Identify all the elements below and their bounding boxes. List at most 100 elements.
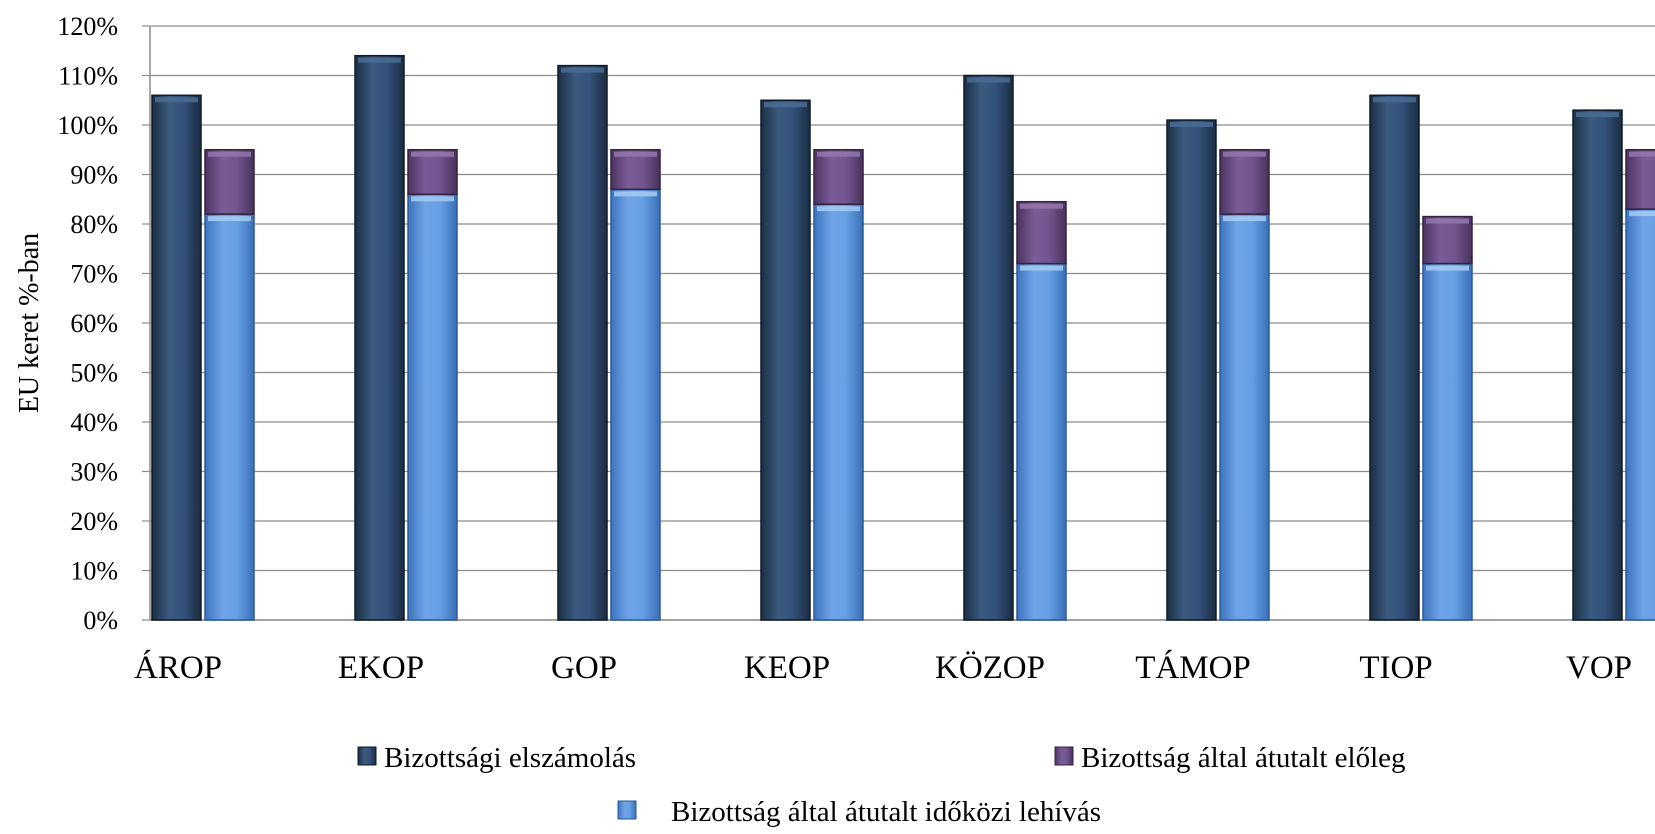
y-tick-label: 20% (70, 507, 118, 536)
bar-a-0-3 (760, 99, 811, 621)
bar-b-0-1 (407, 193, 458, 621)
bar-bevel (1020, 203, 1063, 209)
bar-bevel (1629, 151, 1655, 157)
bar-bevel (358, 57, 401, 63)
bar-body (813, 203, 864, 621)
legend-label-1: Bizottság által átutalt időközi lehívás (671, 796, 1101, 828)
bar-body (1369, 94, 1420, 621)
bar-bevel (1020, 265, 1063, 271)
legend-label-0: Bizottsági elszámolás (384, 742, 636, 774)
bar-body (760, 99, 811, 621)
bar-bevel (764, 102, 807, 108)
bar-b-1-7 (1625, 149, 1655, 210)
bar-a-0-4 (963, 74, 1014, 621)
bar-bevel (1223, 151, 1266, 157)
bar-body (1016, 200, 1067, 265)
category-label-2: GOP (551, 650, 617, 686)
bar-bevel (411, 151, 454, 157)
bar-body (1016, 262, 1067, 621)
bar-body (407, 193, 458, 621)
bar-bevel (1426, 265, 1469, 271)
category-label-7: VOP (1566, 650, 1632, 686)
bar-b-1-5 (1219, 149, 1270, 215)
y-tick-label: 80% (70, 210, 118, 239)
bar-body (610, 188, 661, 621)
bar-body (963, 74, 1014, 621)
bar-bevel (1426, 218, 1469, 224)
bar-body (354, 54, 405, 621)
bar-body (1625, 208, 1655, 621)
bar-b-1-3 (813, 149, 864, 205)
bar-bevel (817, 151, 860, 157)
category-label-5: TÁMOP (1135, 649, 1251, 686)
category-label-4: KÖZOP (935, 650, 1045, 686)
bar-a-0-1 (354, 54, 405, 621)
bar-body (813, 149, 864, 205)
bar-body (204, 149, 255, 215)
bar-bevel (561, 67, 604, 73)
bar-body (204, 213, 255, 621)
bar-body (1422, 215, 1473, 265)
bar-b-0-4 (1016, 262, 1067, 621)
category-label-1: EKOP (338, 650, 424, 686)
y-tick-label: 100% (57, 111, 118, 140)
bar-bevel (967, 77, 1010, 83)
bar-body (1219, 149, 1270, 215)
bar-a-0-0 (151, 94, 202, 621)
bar-body (1572, 109, 1623, 621)
y-tick-label: 70% (70, 260, 118, 289)
bar-a-0-6 (1369, 94, 1420, 621)
bar-b-0-0 (204, 213, 255, 621)
y-tick-label: 120% (57, 12, 118, 41)
y-tick-label: 0% (83, 606, 118, 635)
legend-swatch-0 (357, 746, 377, 766)
bar-b-0-6 (1422, 262, 1473, 621)
bar-b-1-4 (1016, 200, 1067, 265)
bar-body (557, 64, 608, 621)
y-tick-label: 40% (70, 408, 118, 437)
bar-body (1166, 119, 1217, 621)
bar-bevel (208, 216, 251, 222)
bar-b-0-2 (610, 188, 661, 621)
bar-b-1-2 (610, 149, 661, 191)
y-tick-label: 30% (70, 458, 118, 487)
bar-b-0-7 (1625, 208, 1655, 621)
category-label-0: ÁROP (134, 649, 222, 686)
bar-a-0-7 (1572, 109, 1623, 621)
y-tick-label: 10% (70, 557, 118, 586)
bar-body (1422, 262, 1473, 621)
bar-bevel (1373, 97, 1416, 103)
legend-swatch-1 (617, 800, 637, 820)
bar-b-0-5 (1219, 213, 1270, 621)
bar-bevel (817, 206, 860, 212)
y-tick-label: 50% (70, 359, 118, 388)
bar-body (407, 149, 458, 196)
bar-bevel (1576, 112, 1619, 118)
bar-bevel (614, 151, 657, 157)
bar-body (1219, 213, 1270, 621)
category-label-3: KEOP (744, 650, 830, 686)
y-tick-label: 90% (70, 161, 118, 190)
bar-bevel (411, 196, 454, 202)
bar-bevel (1629, 211, 1655, 217)
bar-a-0-5 (1166, 119, 1217, 621)
bar-bevel (155, 97, 198, 103)
bar-b-0-3 (813, 203, 864, 621)
bar-b-1-6 (1422, 215, 1473, 265)
y-tick-label: 60% (70, 309, 118, 338)
bar-b-1-0 (204, 149, 255, 215)
bar-body (151, 94, 202, 621)
bar-b-1-1 (407, 149, 458, 196)
bar-a-0-2 (557, 64, 608, 621)
bar-bevel (1223, 216, 1266, 222)
y-tick-label: 110% (58, 62, 118, 91)
bar-bevel (208, 151, 251, 157)
bar-bevel (614, 191, 657, 197)
legend-swatch-2 (1054, 746, 1074, 766)
category-label-6: TIOP (1359, 650, 1432, 686)
bar-body (1625, 149, 1655, 210)
bar-bevel (1170, 122, 1213, 128)
y-axis-label: EU keret %-ban (14, 233, 45, 413)
